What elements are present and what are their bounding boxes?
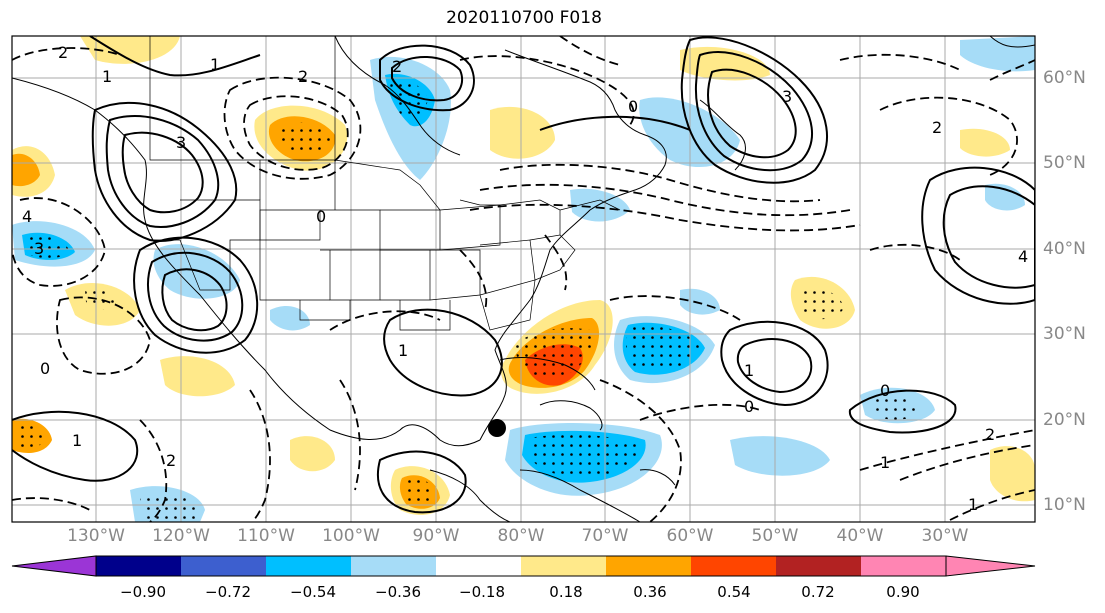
contour-label: 1 <box>102 67 112 86</box>
lon-label: 110°W <box>237 526 295 546</box>
contour-label: 0 <box>316 207 326 226</box>
colorbar-swatch <box>181 556 266 576</box>
colorbar-swatch <box>266 556 351 576</box>
contour-label: 1 <box>72 431 82 450</box>
colorbar <box>11 555 1036 577</box>
colorbar-swatch <box>351 556 436 576</box>
state-borders <box>149 36 621 331</box>
colorbar-outline <box>95 555 947 577</box>
lon-label: 120°W <box>152 526 210 546</box>
colorbar-swatch <box>521 556 606 576</box>
graticule <box>12 36 1035 522</box>
contour-label: 2 <box>298 67 308 86</box>
colorbar-tick-label: 0.90 <box>886 583 920 601</box>
lon-label: 130°W <box>67 526 125 546</box>
contour-label: 2 <box>58 43 68 62</box>
lon-label: 60°W <box>666 526 714 546</box>
lon-label: 100°W <box>322 526 380 546</box>
lon-label: 30°W <box>921 526 969 546</box>
colorbar-swatch <box>96 556 181 576</box>
contour-label: 2 <box>985 425 995 444</box>
colorbar-tick-label: −0.90 <box>120 583 166 601</box>
dashed-contours <box>12 36 1035 522</box>
colorbar-tick-label: −0.54 <box>290 583 336 601</box>
colorbar-swatch <box>606 556 691 576</box>
colorbar-extend-high <box>945 555 1036 577</box>
colorbar-tick-label: 0.18 <box>549 583 583 601</box>
contour-label: 1 <box>210 55 220 74</box>
contour-label: 2 <box>932 118 942 137</box>
contour-label: 1 <box>968 495 978 514</box>
lat-label: 40°N <box>1043 239 1086 259</box>
contour-labels: 2 1 3 2 0 1 2 3 4 1 0 2 1 0 2 1 0 1 4 3 … <box>22 43 1028 514</box>
map-frame <box>11 35 1036 523</box>
contour-label: 0 <box>880 381 890 400</box>
lon-label: 70°W <box>581 526 629 546</box>
lon-label: 50°W <box>751 526 799 546</box>
significance-stippling <box>15 79 920 522</box>
contour-label: 0 <box>744 397 754 416</box>
lon-label: 80°W <box>497 526 545 546</box>
contour-label: 2 <box>166 451 176 470</box>
colorbar-tick-label: 0.72 <box>801 583 835 601</box>
colorbar-tick-label: −0.72 <box>205 583 251 601</box>
contour-label: 3 <box>782 87 792 106</box>
colorbar-swatch <box>861 556 946 576</box>
colorbar-swatch <box>776 556 861 576</box>
colorbar-tick-label: 0.36 <box>633 583 667 601</box>
contour-label: 1 <box>880 453 890 472</box>
lon-label: 90°W <box>412 526 460 546</box>
storm-center-marker <box>488 419 506 437</box>
lat-label: 30°N <box>1043 324 1086 344</box>
contour-label: 3 <box>176 133 186 152</box>
lat-label: 20°N <box>1043 410 1086 430</box>
contour-label: 3 <box>34 239 44 258</box>
colorbar-swatch <box>436 556 521 576</box>
contour-label: 0 <box>628 97 638 116</box>
colorbar-extend-low <box>11 555 97 577</box>
colorbar-tick-label: −0.36 <box>375 583 421 601</box>
colorbar-swatch <box>691 556 776 576</box>
contour-label: 4 <box>1018 247 1028 266</box>
contour-label: 0 <box>40 359 50 378</box>
colorbar-tick-label: 0.54 <box>717 583 751 601</box>
contour-label: 2 <box>392 57 402 76</box>
colorbar-tick-label: −0.18 <box>459 583 505 601</box>
contour-label: 4 <box>22 207 32 226</box>
solid-contours <box>12 36 1035 514</box>
lat-label: 50°N <box>1043 153 1086 173</box>
lon-label: 40°W <box>836 526 884 546</box>
contour-label: 1 <box>398 341 408 360</box>
lat-label: 60°N <box>1043 68 1086 88</box>
lat-label: 10°N <box>1043 495 1086 515</box>
map-title: 2020110700 F018 <box>446 8 602 28</box>
contour-label: 1 <box>744 361 754 380</box>
